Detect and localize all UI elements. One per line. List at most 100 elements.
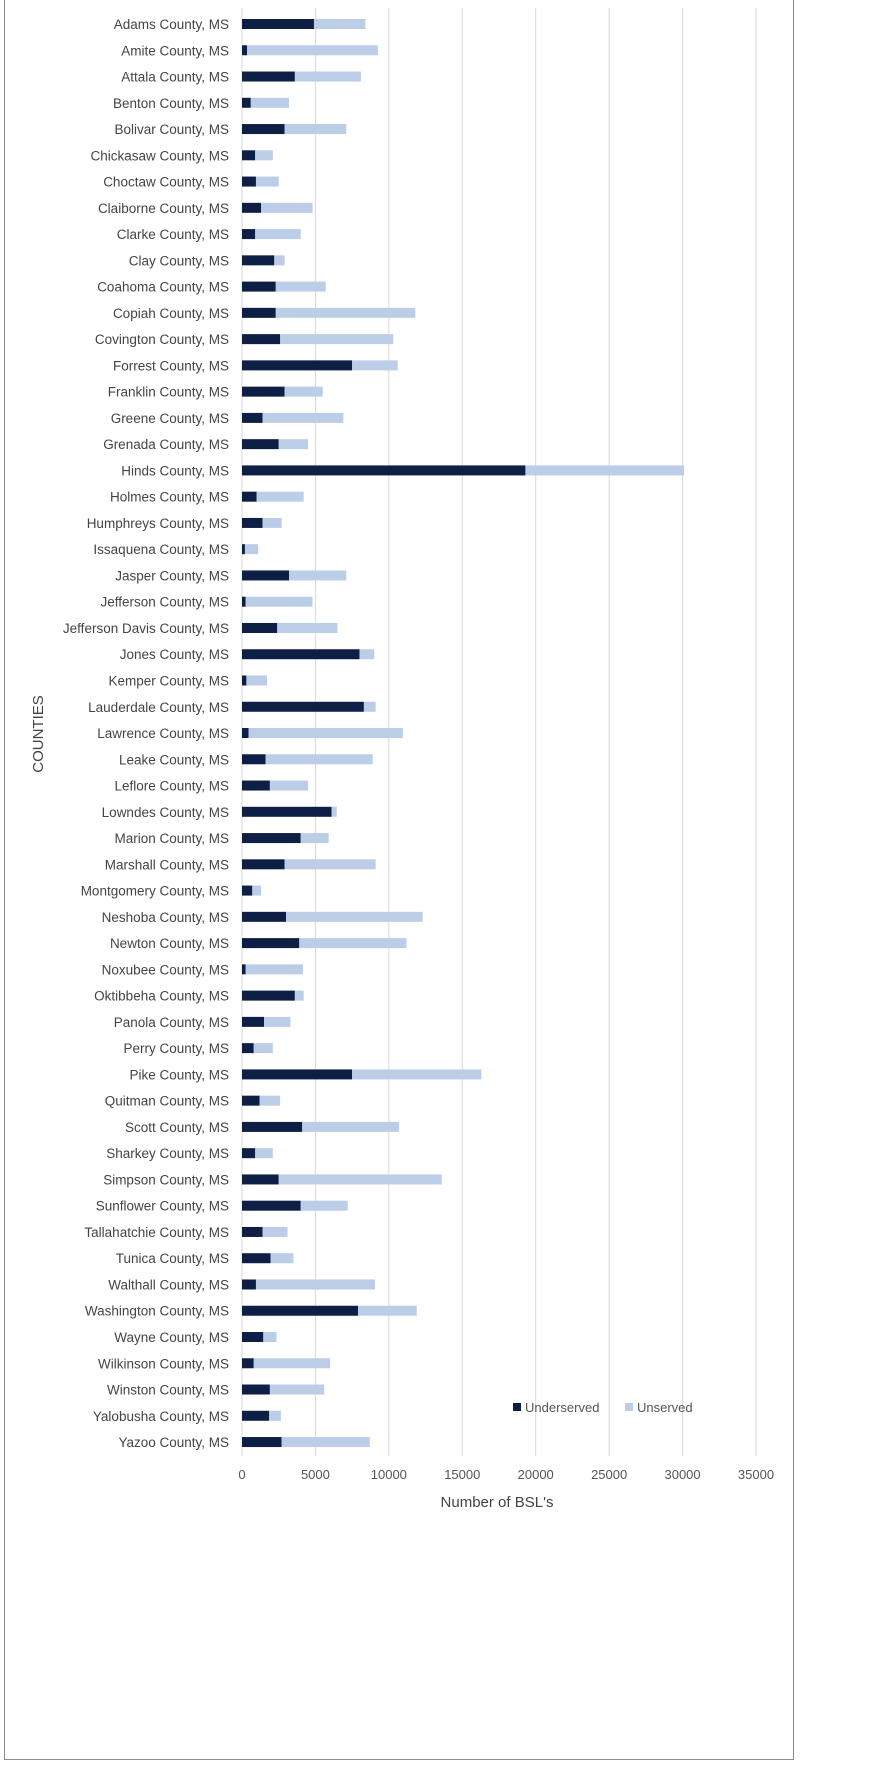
category-label: Leflore County, MS <box>114 779 229 794</box>
bar-unserved <box>269 1410 281 1421</box>
category-label: Amite County, MS <box>121 43 229 58</box>
x-tick-label: 35000 <box>738 1467 774 1482</box>
category-label: Greene County, MS <box>111 411 229 426</box>
bar-underserved <box>242 150 256 161</box>
stacked-bar-chart: Adams County, MS Amite County, MS Attala C… <box>30 8 774 1511</box>
bar-underserved <box>242 964 246 975</box>
bar-underserved <box>242 1016 265 1027</box>
category-label: Lowndes County, MS <box>102 805 229 820</box>
bar-underserved <box>242 1069 353 1080</box>
category-label: Walthall County, MS <box>108 1277 229 1292</box>
bar-unserved <box>525 465 685 476</box>
category-label: Perry County, MS <box>123 1041 229 1056</box>
legend-label: Unserved <box>637 1400 693 1415</box>
bar-unserved <box>352 360 398 371</box>
bar-underserved <box>242 649 360 660</box>
bar-unserved <box>261 202 313 213</box>
bar-unserved <box>253 1358 331 1369</box>
category-label: Issaquena County, MS <box>93 542 229 557</box>
bar-unserved <box>300 1200 348 1211</box>
category-label: Grenada County, MS <box>103 437 229 452</box>
category-label: Washington County, MS <box>85 1304 229 1319</box>
bar-underserved <box>242 307 276 318</box>
bar-unserved <box>277 622 338 633</box>
bar-underserved <box>242 1095 260 1106</box>
category-label: Winston County, MS <box>107 1383 229 1398</box>
category-label: Clarke County, MS <box>117 227 229 242</box>
bar-unserved <box>284 386 323 397</box>
chart-frame: Adams County, MS Amite County, MS Attala C… <box>4 0 794 1760</box>
bar-underserved <box>242 1358 254 1369</box>
category-label: Lauderdale County, MS <box>88 700 229 715</box>
bar-underserved <box>242 281 276 292</box>
bar-unserved <box>331 806 337 817</box>
bar-underserved <box>242 938 300 949</box>
bar-underserved <box>242 1279 256 1290</box>
bar-unserved <box>262 517 282 528</box>
bar-unserved <box>270 1253 294 1264</box>
bar-unserved <box>281 1437 370 1448</box>
x-tick-label: 20000 <box>518 1467 554 1482</box>
x-axis-title: Number of BSL's <box>441 1494 554 1511</box>
legend-label: Underserved <box>525 1400 599 1415</box>
category-label: Oktibbeha County, MS <box>94 989 229 1004</box>
bar-unserved <box>294 71 361 82</box>
category-label: Coahoma County, MS <box>97 280 229 295</box>
x-tick-label: 10000 <box>371 1467 407 1482</box>
bar-underserved <box>242 1384 270 1395</box>
x-tick-labels: 0 5000 10000 15000 20000 25000 30000 35000 <box>238 1467 774 1482</box>
bar-unserved <box>245 596 313 607</box>
bar-underserved <box>242 491 257 502</box>
bar-unserved <box>275 307 416 318</box>
category-label: Leake County, MS <box>119 752 229 767</box>
category-label: Simpson County, MS <box>103 1172 229 1187</box>
y-axis-title: COUNTIES <box>30 695 47 773</box>
bar-underserved <box>242 334 281 345</box>
bar-unserved <box>253 1043 273 1054</box>
category-label: Sharkey County, MS <box>106 1146 229 1161</box>
bar-underserved <box>242 780 270 791</box>
category-label: Tallahatchie County, MS <box>84 1225 229 1240</box>
bar-unserved <box>286 911 423 922</box>
legend-swatch <box>513 1403 521 1411</box>
bar-unserved <box>302 1121 400 1132</box>
category-label: Jefferson Davis County, MS <box>63 621 229 636</box>
x-tick-label: 25000 <box>591 1467 627 1482</box>
bar-underserved <box>242 728 249 739</box>
bar-underserved <box>242 1332 264 1342</box>
category-label: Forrest County, MS <box>113 358 229 373</box>
category-label: Covington County, MS <box>95 332 229 347</box>
category-label: Benton County, MS <box>113 96 229 111</box>
bar-underserved <box>242 255 275 266</box>
bar-underserved <box>242 1200 301 1211</box>
bar-unserved <box>363 701 376 712</box>
bar-unserved <box>255 1279 375 1290</box>
bar-underserved <box>242 1305 359 1316</box>
bar-underserved <box>242 45 248 56</box>
bar-unserved <box>284 859 376 870</box>
bar-unserved <box>265 754 373 765</box>
category-label: Scott County, MS <box>125 1120 229 1135</box>
bar-unserved <box>263 1332 277 1342</box>
category-label: Claiborne County, MS <box>98 201 229 216</box>
bar-unserved <box>299 938 407 949</box>
bar-unserved <box>269 1384 325 1395</box>
bar-underserved <box>242 202 262 213</box>
category-label: Noxubee County, MS <box>102 962 229 977</box>
bars <box>242 19 685 1448</box>
bar-underserved <box>242 806 332 817</box>
x-tick-label: 0 <box>238 1467 245 1482</box>
category-label: Panola County, MS <box>114 1015 229 1030</box>
category-label: Bolivar County, MS <box>114 122 229 137</box>
bar-unserved <box>250 97 289 108</box>
category-label: Chickasaw County, MS <box>90 148 229 163</box>
bar-underserved <box>242 859 285 870</box>
bar-underserved <box>242 833 301 844</box>
bar-underserved <box>242 229 256 240</box>
bar-unserved <box>358 1305 417 1316</box>
bar-underserved <box>242 1121 303 1132</box>
category-label: Adams County, MS <box>114 17 229 32</box>
category-label: Attala County, MS <box>121 70 229 85</box>
gridlines <box>241 8 757 1457</box>
bar-underserved <box>242 439 279 450</box>
